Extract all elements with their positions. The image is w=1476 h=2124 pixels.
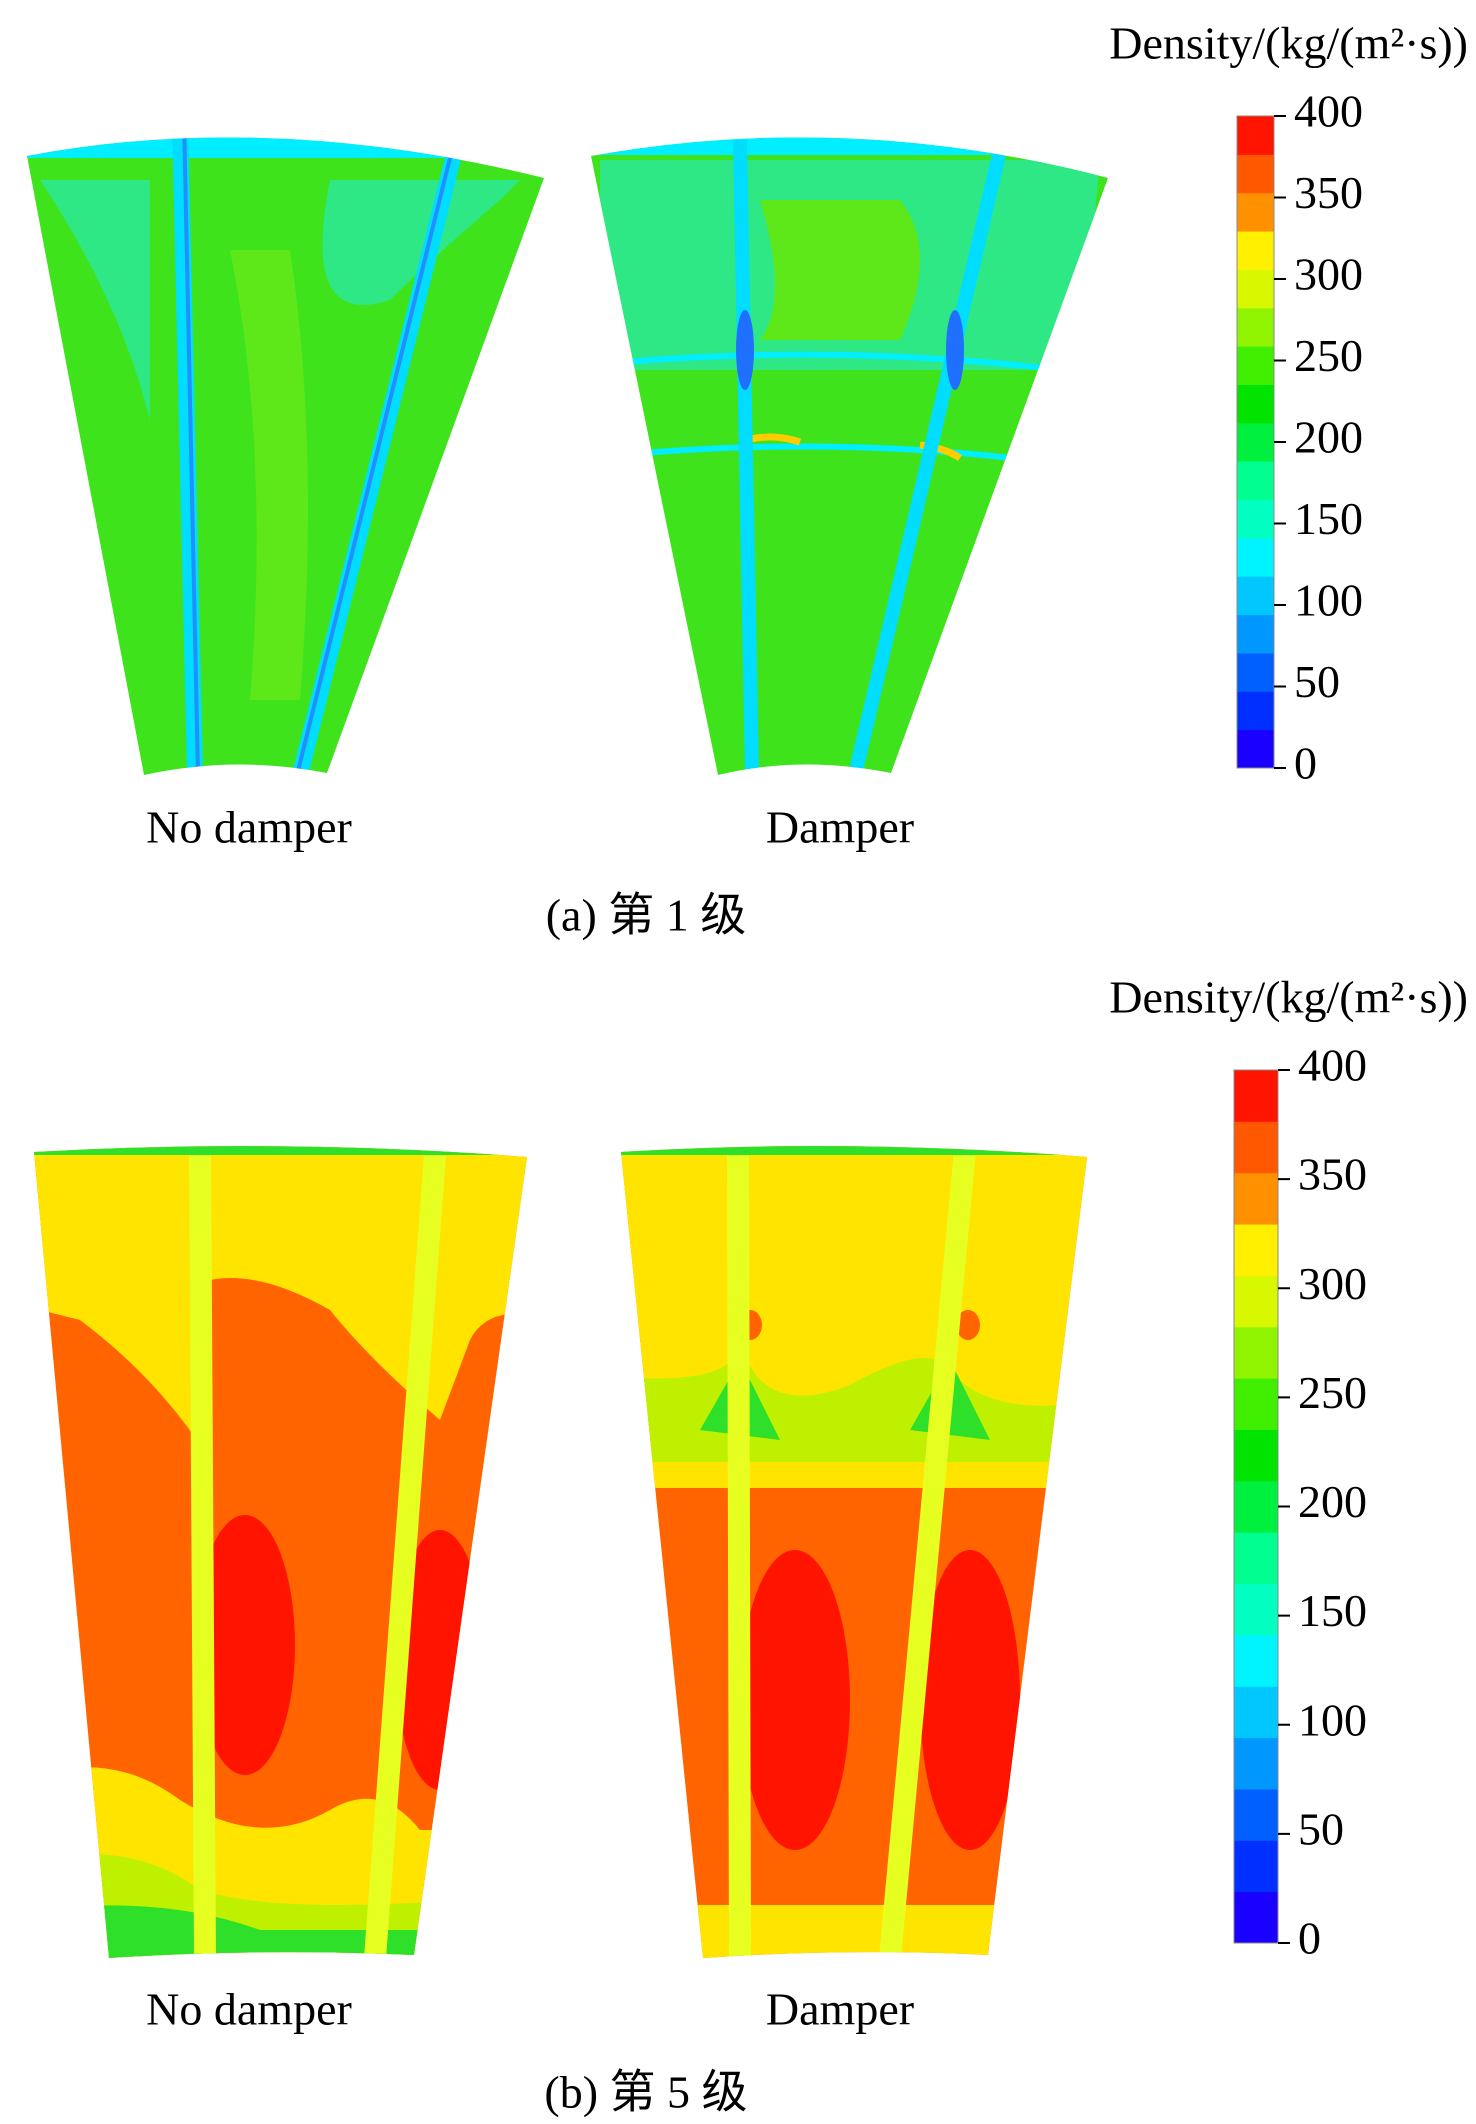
colorbar-band — [1234, 1634, 1278, 1687]
colorbar-tick-label: 50 — [1298, 1803, 1344, 1854]
colorbar-tick-label: 350 — [1298, 1149, 1367, 1200]
caption: (b) 第 5 级 — [544, 2067, 747, 2118]
colorbar-band — [1237, 576, 1274, 616]
colorbar-band — [1237, 499, 1274, 539]
colorbar-band — [1237, 116, 1274, 155]
colorbar-band — [1237, 154, 1274, 194]
colorbar-band — [1234, 1583, 1278, 1636]
colorbar-band — [1237, 461, 1274, 501]
colorbar-band — [1237, 729, 1274, 769]
contour-plot — [27, 137, 544, 775]
colorbar-tick-label: 100 — [1294, 575, 1363, 626]
plot-label: Damper — [766, 802, 914, 853]
colorbar-band — [1237, 614, 1274, 654]
colorbar-band — [1234, 1070, 1278, 1122]
colorbar-tick-label: 250 — [1298, 1367, 1367, 1418]
colorbar-band — [1234, 1275, 1278, 1328]
colorbar-tick-label: 200 — [1298, 1476, 1367, 1527]
colorbar-tick-label: 350 — [1294, 167, 1363, 218]
colorbar-tick-label: 200 — [1294, 412, 1363, 463]
colorbar-band — [1234, 1172, 1278, 1225]
colorbar-band — [1237, 231, 1274, 270]
colorbar-tick-label: 400 — [1298, 1040, 1367, 1091]
colorbar-band — [1237, 384, 1274, 424]
colorbar-band — [1234, 1480, 1278, 1533]
colorbar-band — [1237, 537, 1274, 577]
colorbar-band — [1234, 1326, 1278, 1379]
colorbar-tick-label: 250 — [1294, 330, 1363, 381]
colorbar-tick-label: 400 — [1294, 86, 1363, 137]
plot-label: No damper — [146, 802, 352, 853]
colorbar-band — [1234, 1224, 1278, 1276]
colorbar-band — [1234, 1686, 1278, 1739]
colorbar-tick-label: 100 — [1298, 1694, 1367, 1745]
colorbar-band — [1237, 652, 1274, 692]
colorbar-band — [1234, 1429, 1278, 1482]
colorbar-band — [1234, 1121, 1278, 1174]
colorbar-tick-label: 50 — [1294, 656, 1340, 707]
colorbar-band — [1234, 1891, 1278, 1944]
colorbar-tick-label: 150 — [1298, 1585, 1367, 1636]
colorbar-band — [1234, 1788, 1278, 1841]
colorbar-band — [1237, 192, 1274, 232]
colorbar-tick-label: 0 — [1298, 1913, 1321, 1964]
caption: (a) 第 1 级 — [546, 890, 747, 941]
plot-label: Damper — [766, 1984, 914, 2035]
colorbar-band — [1234, 1532, 1278, 1585]
colorbar-band — [1237, 691, 1274, 731]
colorbar-band — [1234, 1840, 1278, 1893]
colorbar-band — [1237, 269, 1274, 309]
colorbar-tick-label: 0 — [1294, 738, 1317, 789]
colorbar-band — [1237, 346, 1274, 385]
colorbar-title: Density/(kg/(m²·s)) — [1109, 972, 1468, 1023]
colorbar-tick-label: 300 — [1298, 1258, 1367, 1309]
plot-label: No damper — [146, 1984, 352, 2035]
colorbar-band — [1237, 307, 1274, 347]
colorbar-title: Density/(kg/(m²·s)) — [1109, 18, 1468, 69]
colorbar-band — [1237, 422, 1274, 462]
colorbar-band — [1234, 1378, 1278, 1430]
colorbar-tick-label: 150 — [1294, 493, 1363, 544]
contour-plot — [591, 137, 1108, 775]
colorbar-band — [1234, 1737, 1278, 1790]
contour-plot — [621, 1146, 1087, 1958]
colorbar-tick-label: 300 — [1294, 249, 1363, 300]
contour-plot — [34, 1146, 527, 1958]
